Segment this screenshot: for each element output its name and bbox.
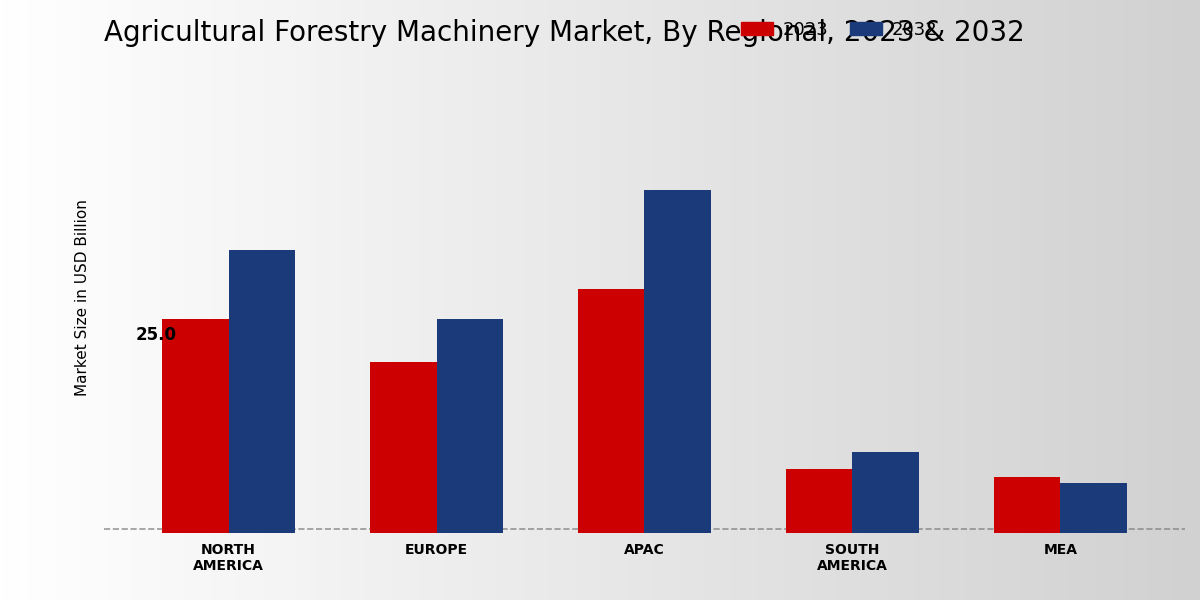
Bar bbox=[644, 190, 710, 533]
Bar bbox=[1061, 484, 1127, 533]
Bar bbox=[852, 452, 919, 533]
Bar bbox=[162, 319, 229, 533]
Legend: 2023, 2032: 2023, 2032 bbox=[733, 14, 944, 46]
Bar bbox=[578, 289, 644, 533]
Bar bbox=[370, 362, 437, 533]
Bar bbox=[994, 478, 1061, 533]
Text: Agricultural Forestry Machinery Market, By Regional, 2023 & 2032: Agricultural Forestry Machinery Market, … bbox=[104, 19, 1025, 47]
Y-axis label: Market Size in USD Billion: Market Size in USD Billion bbox=[76, 199, 90, 395]
Bar bbox=[437, 319, 503, 533]
Bar bbox=[786, 469, 852, 533]
Bar bbox=[229, 250, 295, 533]
Text: 25.0: 25.0 bbox=[136, 326, 176, 344]
